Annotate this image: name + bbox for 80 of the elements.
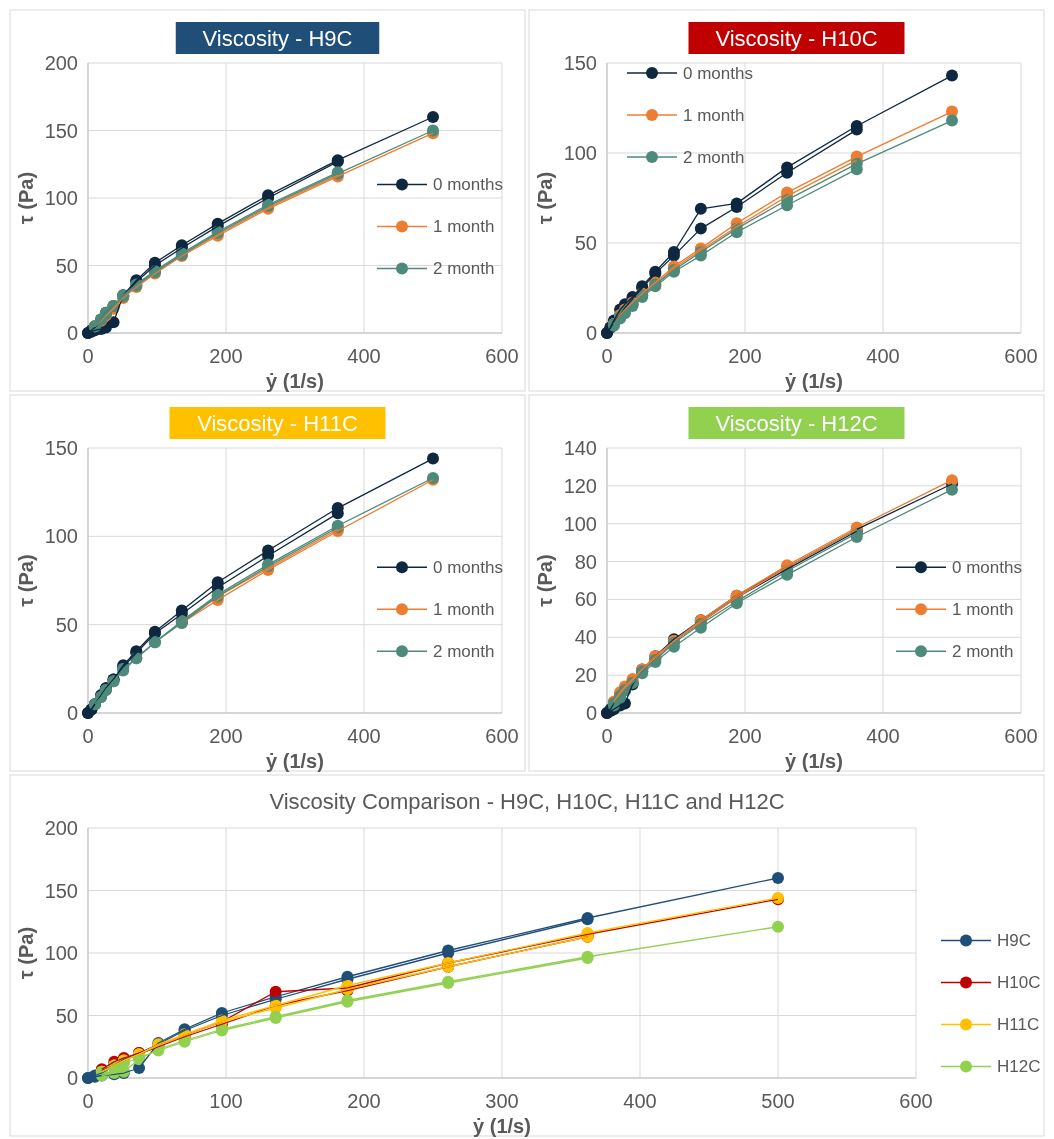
x-tick-label: 600	[1004, 725, 1038, 747]
legend-label: H9C	[997, 931, 1032, 951]
legend-label: 1 month	[433, 600, 495, 620]
y-tick-label: 0	[585, 702, 597, 724]
y-axis-title: τ (Pa)	[534, 554, 556, 607]
legend-label: H12C	[997, 1057, 1041, 1077]
legend-label: 2 month	[433, 642, 495, 662]
y-axis-title: τ (Pa)	[15, 926, 37, 980]
legend-label: 2 month	[683, 147, 745, 167]
y-tick-label: 60	[574, 588, 597, 611]
y-tick-label: 50	[574, 232, 597, 254]
legend-label: 0 months	[433, 558, 503, 578]
x-tick-label: 0	[82, 1090, 94, 1112]
y-tick-label: 0	[66, 702, 78, 724]
legend-label: 0 months	[952, 558, 1022, 578]
x-axis-title: ẏ (1/s)	[785, 370, 843, 392]
y-tick-label: 100	[44, 187, 78, 209]
x-tick-label: 400	[347, 345, 381, 367]
x-tick-label: 200	[728, 725, 762, 747]
x-tick-label: 0	[82, 725, 94, 747]
y-tick-label: 50	[55, 254, 78, 277]
legend-label: 0 months	[683, 63, 753, 83]
y-tick-label: 0	[585, 322, 597, 344]
y-tick-label: 100	[563, 142, 597, 164]
y-tick-label: 200	[44, 817, 78, 839]
y-tick-label: 0	[66, 1067, 78, 1089]
x-tick-label: 0	[82, 345, 94, 367]
x-tick-label: 400	[347, 725, 381, 747]
y-axis-title: τ (Pa)	[15, 171, 37, 225]
y-axis-title: τ (Pa)	[534, 171, 556, 225]
x-tick-label: 300	[485, 1090, 519, 1112]
x-axis-title: ẏ (1/s)	[785, 750, 843, 772]
x-tick-label: 400	[866, 725, 900, 747]
y-tick-label: 40	[574, 626, 597, 649]
x-tick-label: 200	[347, 1090, 381, 1112]
legend-label: 1 month	[683, 105, 745, 125]
x-tick-label: 400	[623, 1090, 657, 1112]
x-tick-label: 600	[1004, 345, 1038, 367]
x-tick-label: 500	[761, 1090, 795, 1112]
x-tick-label: 400	[866, 345, 900, 367]
legend-label: 2 month	[952, 642, 1014, 662]
x-axis-title: ẏ (1/s)	[266, 370, 324, 392]
y-tick-label: 140	[563, 437, 597, 459]
chart-title: Viscosity - H9C	[202, 26, 353, 51]
y-tick-label: 150	[44, 879, 78, 902]
y-tick-label: 50	[55, 613, 78, 636]
legend-label: H10C	[997, 973, 1041, 993]
x-tick-label: 100	[209, 1090, 243, 1112]
y-tick-label: 50	[55, 1004, 78, 1027]
legend-label: 2 month	[433, 259, 495, 279]
y-tick-label: 80	[574, 550, 597, 573]
chart-title: Viscosity - H10C	[715, 26, 878, 51]
x-axis-title: ẏ (1/s)	[473, 1115, 531, 1137]
chart-title: Viscosity Comparison - H9C, H10C, H11C and H12C	[269, 789, 785, 814]
y-axis-title: τ (Pa)	[15, 554, 37, 607]
y-tick-label: 20	[574, 664, 597, 687]
x-tick-label: 600	[485, 345, 519, 367]
y-tick-label: 200	[44, 52, 78, 74]
x-tick-label: 200	[728, 345, 762, 367]
y-tick-label: 100	[563, 512, 597, 535]
y-tick-label: 150	[44, 437, 78, 459]
legend-label: H11C	[997, 1015, 1040, 1035]
y-tick-label: 120	[563, 474, 597, 497]
x-tick-label: 200	[209, 725, 243, 747]
x-tick-label: 200	[209, 345, 243, 367]
y-tick-label: 150	[563, 52, 597, 74]
y-tick-label: 100	[44, 525, 78, 548]
legend-label: 0 months	[433, 175, 503, 195]
legend-label: 1 month	[952, 600, 1014, 620]
chart-title: Viscosity - H11C	[197, 411, 358, 436]
y-tick-label: 100	[44, 942, 78, 964]
x-tick-label: 600	[899, 1090, 933, 1112]
x-tick-label: 0	[601, 345, 613, 367]
y-tick-label: 0	[66, 322, 78, 344]
chart-title: Viscosity - H12C	[715, 411, 878, 436]
y-tick-label: 150	[44, 119, 78, 142]
x-tick-label: 0	[601, 725, 613, 747]
x-tick-label: 600	[485, 725, 519, 747]
x-axis-title: ẏ (1/s)	[266, 750, 324, 772]
legend-label: 1 month	[433, 217, 495, 237]
